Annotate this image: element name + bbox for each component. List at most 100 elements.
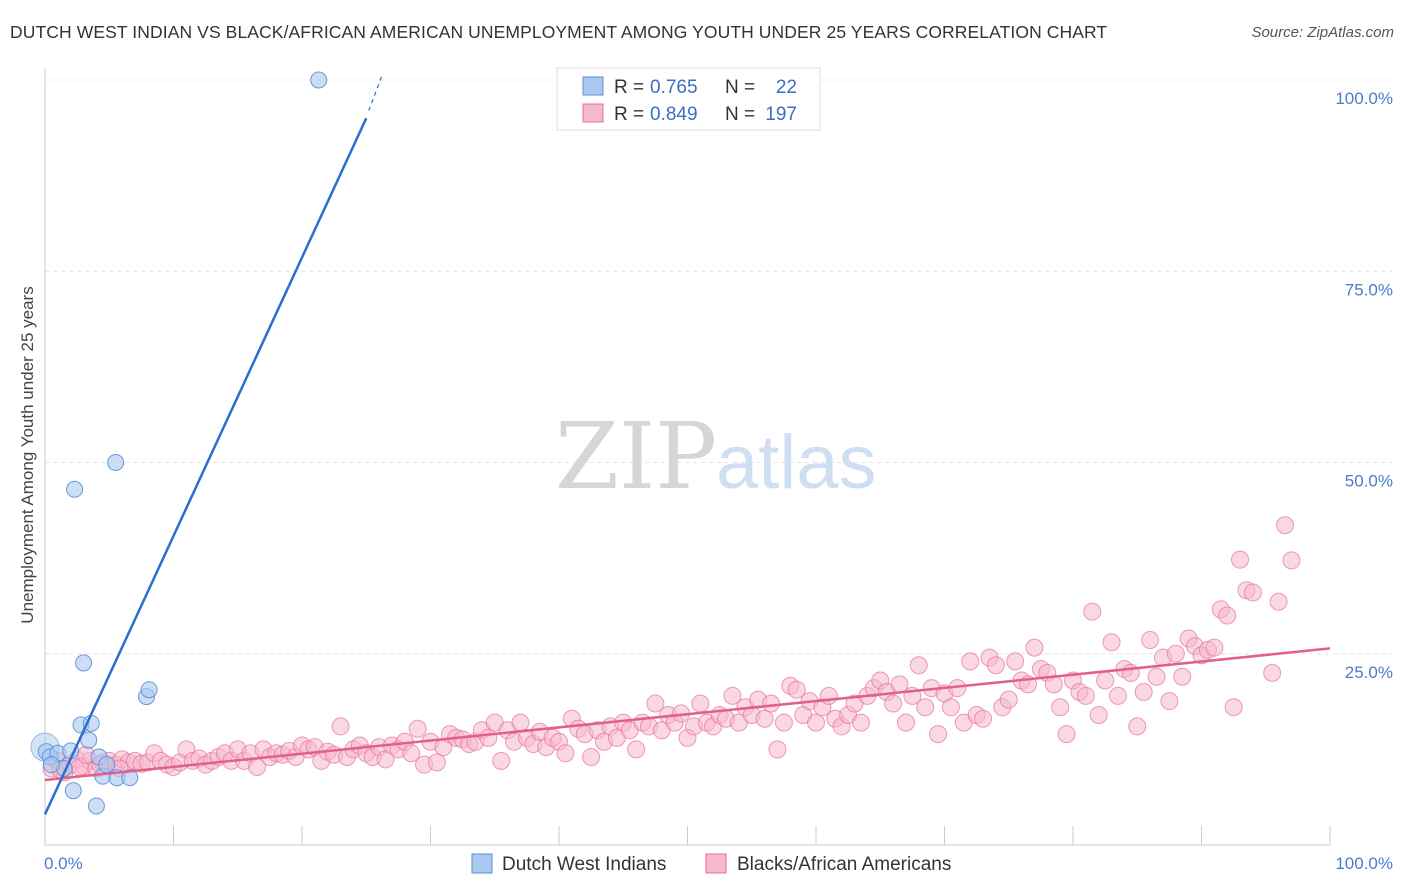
stats-legend: R = 0.765 N = 22 R = 0.849 N = 197 [556, 67, 821, 131]
point-black [999, 690, 1018, 709]
point-black [1205, 638, 1224, 657]
point-black [1089, 705, 1108, 724]
bottom-legend-label-dutch: Dutch West Indians [502, 854, 666, 875]
point-black [884, 694, 903, 713]
point-black [1006, 652, 1025, 671]
point-dutch [42, 756, 60, 774]
point-black [556, 744, 575, 763]
legend-r-value-2: 0.849 [650, 104, 698, 125]
point-black [1057, 725, 1076, 744]
legend-swatch-black [582, 103, 604, 123]
point-dutch [87, 797, 105, 815]
axes [44, 68, 1331, 846]
point-black [1141, 630, 1160, 649]
point-dutch [98, 756, 116, 774]
trend-line-dutch [43, 117, 368, 815]
point-black [1166, 644, 1185, 663]
point-black [1147, 667, 1166, 686]
point-black [774, 713, 793, 732]
point-black [909, 656, 928, 675]
chart-source: Source: ZipAtlas.com [1251, 24, 1394, 41]
point-black [402, 744, 421, 763]
point-black [755, 709, 774, 728]
point-black [1263, 663, 1282, 682]
point-black [762, 694, 781, 713]
point-black [1134, 683, 1153, 701]
bottom-legend-swatch-dutch [471, 853, 493, 874]
bottom-legend: Dutch West Indians Blacks/African Americ… [471, 853, 951, 875]
point-black [1160, 692, 1179, 711]
point-black [492, 751, 511, 770]
point-dutch [107, 454, 125, 471]
point-black [427, 753, 446, 772]
series-blacks-african-americans [42, 516, 1301, 782]
point-black [961, 652, 980, 671]
point-dutch [80, 731, 98, 749]
point-black [1231, 550, 1250, 569]
trend-line-dutch-ext [368, 75, 383, 111]
point-black [479, 728, 498, 747]
point-black [896, 713, 915, 732]
point-dutch [310, 71, 328, 89]
watermark-atlas: atlas [716, 420, 877, 505]
point-black [691, 694, 710, 713]
legend-n-value-1: 22 [776, 77, 797, 98]
point-black [787, 680, 806, 699]
y-tick-label: 100.0% [1335, 89, 1393, 108]
y-tick-label: 50.0% [1345, 472, 1393, 491]
point-black [1269, 592, 1288, 611]
grid-lines [45, 79, 1393, 655]
point-black [1276, 516, 1295, 535]
x-tick-label: 100.0% [1335, 854, 1393, 873]
point-black [1096, 671, 1115, 690]
point-black [627, 740, 646, 759]
point-black [851, 713, 870, 732]
legend-n-label-2: N = [725, 104, 755, 125]
series-dutch-west-indians [30, 71, 328, 815]
point-black [723, 686, 742, 705]
watermark-zip: ZIP [555, 403, 717, 510]
point-black [929, 725, 948, 744]
point-dutch [64, 782, 82, 800]
point-black [807, 713, 825, 732]
point-black [1102, 633, 1121, 652]
point-black [768, 740, 787, 759]
y-tick-label: 75.0% [1345, 280, 1393, 299]
chart-title: DUTCH WEST INDIAN VS BLACK/AFRICAN AMERI… [10, 22, 1108, 42]
point-black [941, 698, 960, 717]
point-black [974, 709, 993, 728]
point-black [1108, 686, 1127, 705]
x-tick-labels: 0.0% 100.0% [44, 854, 1393, 873]
bottom-legend-swatch-black [705, 853, 727, 874]
point-black [1173, 667, 1192, 686]
point-black [1218, 606, 1237, 625]
point-black [331, 717, 350, 736]
point-black [408, 719, 427, 738]
point-black [1051, 698, 1070, 717]
point-black [916, 698, 935, 717]
point-black [1282, 551, 1301, 570]
trend-line-black [44, 647, 1331, 782]
point-black [986, 656, 1005, 675]
bottom-legend-label-black: Blacks/African Americans [737, 854, 951, 875]
point-black [819, 686, 838, 705]
point-dutch [66, 480, 84, 498]
point-black [646, 694, 665, 713]
legend-r-label-2: R = [614, 104, 644, 125]
point-black [1243, 583, 1262, 602]
legend-n-value-2: 197 [765, 104, 797, 125]
point-black [1076, 686, 1095, 705]
legend-swatch-dutch [582, 76, 604, 96]
point-dutch [140, 681, 158, 699]
legend-r-label-1: R = [614, 77, 644, 98]
legend-r-value-1: 0.765 [650, 77, 698, 98]
point-black [1128, 717, 1147, 736]
point-dutch [75, 654, 93, 672]
legend-n-label-1: N = [725, 77, 755, 98]
point-black [1224, 698, 1243, 717]
point-black [582, 748, 601, 767]
y-tick-label: 25.0% [1345, 663, 1393, 682]
trend-lines [43, 75, 1331, 815]
point-black [1025, 638, 1044, 657]
